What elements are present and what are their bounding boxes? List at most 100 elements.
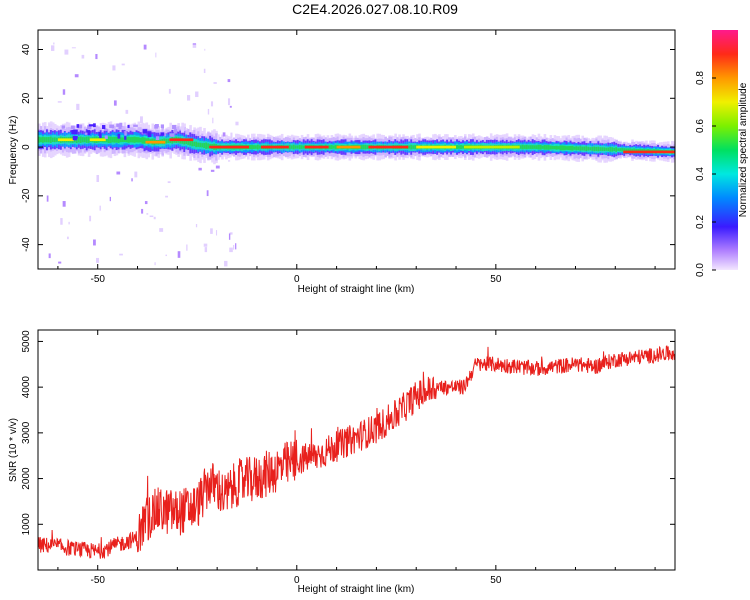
heatmap-noise-cell xyxy=(160,124,165,129)
snr-ylabel: SNR (10 * v/v) xyxy=(8,418,19,482)
heatmap-cell xyxy=(559,145,563,151)
heatmap-noise-cell xyxy=(67,236,69,240)
heatmap-noise-cell xyxy=(180,126,185,133)
heatmap-cell xyxy=(531,145,535,149)
heatmap-cell xyxy=(300,145,304,149)
spectrogram-xlabel: Height of straight line (km) xyxy=(298,284,415,295)
heatmap-cell xyxy=(557,146,561,150)
heatmap-cell xyxy=(541,145,545,149)
heatmap-noise-cell xyxy=(143,44,147,50)
heatmap-noise-cell xyxy=(204,247,208,253)
heatmap-cell xyxy=(41,136,45,143)
heatmap-cell xyxy=(113,136,117,143)
heatmap-noise-cell xyxy=(57,101,62,103)
heatmap-cell xyxy=(77,137,81,143)
heatmap-noise-cell xyxy=(142,129,148,134)
spectrogram-panel: -50 0 50 -40 -20 0 20 40 Height of straight lin… xyxy=(8,29,676,295)
heatmap-noise-cell xyxy=(203,68,206,74)
heatmap-cell xyxy=(571,145,575,151)
heatmap-cell xyxy=(53,137,57,143)
heatmap-noise-cell xyxy=(134,171,138,178)
heatmap-cell xyxy=(334,144,338,150)
heatmap-noise-cell xyxy=(206,190,209,197)
heatmap-cell xyxy=(51,137,55,142)
y-tick-label: -20 xyxy=(21,188,32,203)
heatmap-noise-cell xyxy=(95,53,98,60)
heatmap-noise-cell xyxy=(154,262,156,266)
heatmap-cell xyxy=(412,145,415,149)
heatmap-noise-cell xyxy=(187,95,191,101)
heatmap-cell xyxy=(302,145,306,149)
heatmap-cell xyxy=(577,146,581,151)
heatmap-noise-cell xyxy=(235,243,237,250)
heatmap-cell xyxy=(535,145,539,149)
heatmap-noise-cell xyxy=(48,253,51,259)
heatmap-cell xyxy=(191,140,194,147)
colorbar-ticks: 0.0 0.2 0.4 0.6 0.8 xyxy=(695,71,716,277)
heatmap-peak-cell xyxy=(209,145,250,149)
heatmap-cell xyxy=(43,137,47,143)
heatmap-noise-cell xyxy=(147,132,152,137)
heatmap-cell xyxy=(625,148,628,152)
heatmap-noise-cell xyxy=(168,88,171,94)
heatmap-noise-cell xyxy=(153,216,156,220)
heatmap-cell xyxy=(523,145,527,149)
heatmap-noise-cell xyxy=(233,244,235,250)
heatmap-noise-cell xyxy=(118,125,122,130)
heatmap-cell xyxy=(641,148,644,153)
heatmap-noise-cell xyxy=(210,101,214,107)
heatmap-cell xyxy=(635,149,638,152)
heatmap-cell xyxy=(85,136,89,143)
heatmap-cell xyxy=(207,143,210,149)
heatmap-noise-cell xyxy=(87,125,92,130)
heatmap-cell xyxy=(414,145,417,150)
y-tick-label: 20 xyxy=(21,92,32,104)
heatmap-cell xyxy=(579,146,583,151)
heatmap-cell xyxy=(199,142,202,148)
heatmap-cell xyxy=(573,146,577,150)
heatmap-cell xyxy=(197,142,200,147)
heatmap-noise-cell xyxy=(213,82,217,84)
heatmap-noise-cell xyxy=(173,129,178,134)
heatmap-noise-cell xyxy=(192,43,197,48)
heatmap-cell xyxy=(195,141,198,148)
heatmap-noise-cell xyxy=(103,128,108,131)
heatmap-cell xyxy=(47,137,51,143)
y-tick-label: 1000 xyxy=(21,513,32,536)
x-tick-label: 0 xyxy=(294,274,300,285)
heatmap-cell xyxy=(619,148,622,152)
heatmap-cell xyxy=(408,145,411,149)
spectrogram-frame xyxy=(37,29,676,270)
heatmap-noise-cell xyxy=(131,178,133,182)
heatmap-cell xyxy=(111,137,115,143)
heatmap-peak-cell xyxy=(260,145,289,149)
heatmap-cell xyxy=(458,145,461,149)
snr-series-line xyxy=(38,345,675,560)
heatmap-cell xyxy=(330,145,334,150)
heatmap-cell xyxy=(529,145,533,149)
heatmap-cell xyxy=(38,136,41,143)
heatmap-cell xyxy=(547,145,551,150)
heatmap-cell xyxy=(639,148,642,153)
heatmap-cell xyxy=(583,146,587,151)
heatmap-noise-cell xyxy=(61,125,66,129)
x-tick-label: 50 xyxy=(490,274,502,285)
colorbar-tick-label: 0.2 xyxy=(695,215,706,229)
heatmap-cell xyxy=(145,138,149,144)
heatmap-cell xyxy=(165,138,168,144)
heatmap-cell xyxy=(555,145,559,150)
heatmap-cell xyxy=(364,144,368,150)
heatmap-noise-cell xyxy=(96,257,100,263)
heatmap-cell xyxy=(203,142,206,148)
heatmap-noise-cell xyxy=(84,132,88,135)
heatmap-cell xyxy=(587,146,590,151)
heatmap-cell xyxy=(193,141,196,147)
heatmap-noise-cell xyxy=(172,124,177,129)
heatmap-cell xyxy=(129,137,133,143)
heatmap-cell xyxy=(109,136,113,143)
heatmap-cell xyxy=(607,147,610,152)
heatmap-cell xyxy=(81,137,85,143)
heatmap-cell xyxy=(288,144,292,150)
heatmap-cell xyxy=(543,145,547,150)
heatmap-noise-cell xyxy=(227,98,231,106)
